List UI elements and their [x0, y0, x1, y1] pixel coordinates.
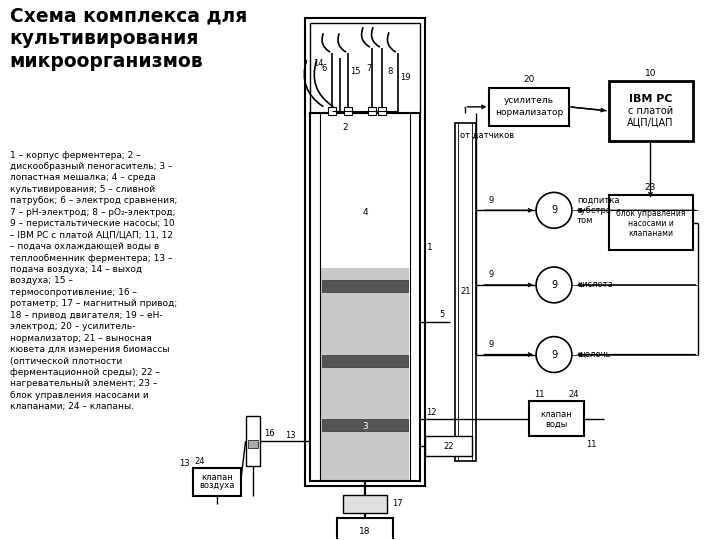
Bar — [322, 280, 408, 292]
Bar — [378, 107, 386, 115]
Text: 13: 13 — [285, 430, 296, 440]
Text: 7: 7 — [366, 64, 372, 72]
Bar — [328, 107, 336, 115]
Bar — [368, 107, 376, 115]
Text: том: том — [577, 216, 593, 225]
Bar — [608, 81, 693, 140]
Text: 24: 24 — [568, 390, 579, 399]
Text: IBM PC: IBM PC — [629, 94, 672, 104]
Text: 15: 15 — [350, 66, 360, 76]
Bar — [321, 268, 409, 481]
Text: 18 – привод двигателя; 19 – еН-: 18 – привод двигателя; 19 – еН- — [10, 311, 163, 320]
Text: нагревательный элемент; 23 –: нагревательный элемент; 23 – — [10, 380, 157, 388]
Text: – IBM PC с платой АЦП/ЦАП; 11, 12: – IBM PC с платой АЦП/ЦАП; 11, 12 — [10, 231, 173, 240]
Bar — [322, 355, 408, 367]
Text: термосопротивление; 16 –: термосопротивление; 16 – — [10, 288, 137, 297]
Text: 16: 16 — [264, 429, 275, 437]
Text: 11: 11 — [534, 390, 544, 399]
Text: 7 – рН-электрод; 8 – рО₂-электрод;: 7 – рН-электрод; 8 – рО₂-электрод; — [10, 208, 175, 217]
Text: клапанами: клапанами — [628, 229, 673, 238]
Text: 12: 12 — [426, 408, 437, 417]
Text: 19: 19 — [400, 73, 411, 83]
Bar — [305, 18, 425, 486]
Text: 9: 9 — [551, 205, 557, 215]
Text: воды: воды — [545, 420, 567, 429]
Text: электрод; 20 – усилитель-: электрод; 20 – усилитель- — [10, 322, 135, 331]
Text: 4: 4 — [362, 208, 368, 217]
Text: 24: 24 — [195, 456, 205, 465]
Text: ферментационной среды); 22 –: ферментационной среды); 22 – — [10, 368, 160, 377]
Bar — [608, 195, 693, 250]
Text: 3: 3 — [362, 422, 368, 431]
Bar — [322, 419, 408, 431]
Text: 18: 18 — [359, 527, 371, 536]
Text: 11: 11 — [587, 440, 597, 449]
Text: культивирования; 5 – сливной: культивирования; 5 – сливной — [10, 185, 155, 194]
Bar — [246, 416, 259, 466]
Text: – подача охлаждающей воды в: – подача охлаждающей воды в — [10, 242, 159, 251]
Circle shape — [536, 192, 572, 228]
Bar — [425, 436, 472, 456]
Text: 9: 9 — [489, 271, 494, 280]
Text: 9: 9 — [551, 280, 557, 290]
Text: кислота: кислота — [577, 280, 613, 289]
Text: подпитка: подпитка — [577, 196, 619, 205]
Bar — [337, 518, 393, 540]
Text: Схема комплекса для
культивирования
микроорганизмов: Схема комплекса для культивирования микр… — [10, 6, 247, 71]
Text: 10: 10 — [644, 69, 656, 78]
Text: 8: 8 — [387, 66, 392, 76]
Text: кювета для измерения биомассы: кювета для измерения биомассы — [10, 345, 169, 354]
Bar — [454, 123, 477, 461]
Bar — [344, 107, 352, 115]
Text: воздуха: воздуха — [199, 481, 235, 490]
Bar — [248, 440, 258, 448]
Text: 20: 20 — [523, 76, 535, 84]
Text: от датчиков: от датчиков — [460, 131, 514, 140]
Text: 21: 21 — [460, 287, 471, 296]
Text: ротаметр; 17 – магнитный привод;: ротаметр; 17 – магнитный привод; — [10, 299, 177, 308]
Text: 9: 9 — [489, 196, 494, 205]
Circle shape — [536, 336, 572, 373]
Text: усилитель: усилитель — [504, 96, 554, 105]
Text: клапан: клапан — [201, 474, 233, 482]
Text: с платой: с платой — [628, 106, 673, 116]
Text: 22: 22 — [444, 442, 454, 450]
Bar — [343, 495, 387, 513]
Text: клапан: клапан — [540, 410, 572, 418]
Text: 1: 1 — [427, 242, 433, 252]
Text: 13: 13 — [179, 460, 190, 469]
Bar — [310, 113, 420, 481]
Text: клапанами; 24 – клапаны.: клапанами; 24 – клапаны. — [10, 402, 134, 411]
Text: теплообменник ферментера; 13 –: теплообменник ферментера; 13 – — [10, 254, 172, 262]
Text: 6: 6 — [322, 64, 327, 72]
Text: субстра-: субстра- — [577, 206, 615, 215]
Text: 5: 5 — [439, 310, 444, 319]
Text: подача воздуха; 14 – выход: подача воздуха; 14 – выход — [10, 265, 142, 274]
Text: патрубок; 6 – электрод сравнения;: патрубок; 6 – электрод сравнения; — [10, 197, 177, 205]
Text: блок управления: блок управления — [616, 209, 685, 218]
Bar — [193, 468, 240, 496]
Text: блок управления насосами и: блок управления насосами и — [10, 391, 148, 400]
Text: 9: 9 — [489, 340, 494, 349]
Text: 9: 9 — [551, 349, 557, 360]
Text: (оптической плотности: (оптической плотности — [10, 356, 122, 366]
Text: 1 – корпус ферментера; 2 –: 1 – корпус ферментера; 2 – — [10, 151, 140, 160]
Text: дискообразный пеногаситель; 3 –: дискообразный пеногаситель; 3 – — [10, 162, 172, 171]
Text: 2: 2 — [342, 123, 348, 132]
Bar — [529, 401, 584, 436]
Bar — [490, 88, 569, 126]
Text: щелочь: щелочь — [577, 350, 611, 359]
Text: нормализатор: нормализатор — [495, 109, 563, 117]
Text: нормализатор; 21 – выносная: нормализатор; 21 – выносная — [10, 334, 151, 343]
Text: 23: 23 — [645, 183, 656, 192]
Text: лопастная мешалка; 4 – среда: лопастная мешалка; 4 – среда — [10, 173, 156, 183]
Circle shape — [536, 267, 572, 303]
Text: 14: 14 — [313, 58, 323, 68]
Text: воздуха; 15 –: воздуха; 15 – — [10, 276, 73, 286]
Text: 9 – перистальтические насосы; 10: 9 – перистальтические насосы; 10 — [10, 219, 174, 228]
Text: 17: 17 — [392, 500, 402, 508]
Text: АЦП/ЦАП: АЦП/ЦАП — [627, 118, 674, 128]
Text: насосами и: насосами и — [628, 219, 673, 228]
